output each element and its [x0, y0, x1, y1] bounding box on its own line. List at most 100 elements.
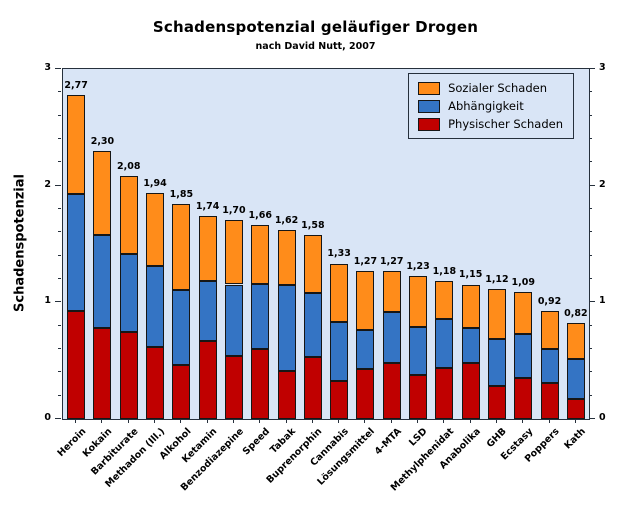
bar-segment: [330, 263, 349, 322]
bar-segment: [382, 271, 401, 313]
bar-segment: [435, 367, 454, 419]
bar-value-label: 1,58: [301, 220, 325, 232]
x-tick-label: Kath: [562, 426, 588, 452]
bar-segment: [540, 382, 559, 419]
legend-item: Abhängigkeit: [418, 99, 563, 113]
bar-segment: [566, 399, 585, 419]
bar-value-label: 1,27: [380, 256, 404, 268]
chart-subtitle: nach David Nutt, 2007: [255, 41, 376, 52]
y-tick-label: 1: [44, 295, 51, 307]
y-axis-tick-minor: [58, 394, 61, 396]
y-tick-label: 0: [599, 412, 606, 423]
bar-segment: [251, 348, 270, 419]
bar-value-label: 1,09: [511, 276, 535, 288]
bar-value-label: 0,92: [537, 296, 562, 308]
x-tick-label: Buprenorphin: [264, 426, 325, 486]
bar-segment: [487, 385, 506, 419]
bar-value-label: 1,94: [143, 178, 167, 190]
bar-value-label: 1,62: [274, 214, 299, 226]
bar-segment: [356, 270, 375, 330]
bar-segment: [461, 328, 480, 363]
bar-segment: [330, 321, 349, 381]
y-tick-label: 3: [599, 62, 606, 73]
bar-segment: [93, 328, 112, 419]
x-tick-label: LSD: [407, 426, 430, 449]
y-axis-tick-major: [55, 184, 61, 186]
sozialer-schaden-swatch: [418, 81, 441, 95]
bar-value-label: 1,74: [195, 200, 220, 212]
bar-segment: [172, 289, 191, 365]
y-axis-tick-major: [55, 68, 61, 69]
x-tick-label: Anabolika: [437, 426, 483, 472]
x-tick-label: Ketamin: [180, 426, 220, 466]
bar-segment: [330, 380, 349, 419]
legend: Sozialer Schaden Abhängigkeit Physischer S…: [408, 73, 574, 139]
bar-value-label: 1,85: [169, 188, 194, 200]
bar-segment: [409, 327, 428, 376]
bar-segment: [435, 281, 454, 320]
bar-segment: [67, 95, 86, 195]
legend-item: Physischer Schaden: [418, 117, 563, 131]
x-tick-label: 4-MTA: [372, 426, 404, 458]
bar-value-label: 1,15: [458, 269, 483, 281]
bar-segment: [277, 370, 296, 419]
x-tick-label: Ecstasy: [498, 426, 536, 463]
x-tick-label: Kokain: [80, 426, 115, 460]
y-axis-tick-major: [55, 418, 61, 419]
bar-value-label: 2,30: [90, 136, 115, 148]
x-tick-label: Heroin: [54, 426, 88, 459]
bar-value-label: 1,18: [432, 266, 457, 278]
bar-segment: [119, 332, 138, 419]
x-tick-label: Barbiturate: [89, 426, 141, 478]
bar-segment: [67, 194, 86, 311]
bar-value-label: 1,12: [485, 273, 509, 285]
bar-segment: [172, 364, 191, 419]
bar-segment: [303, 356, 322, 419]
y-tick-label: 0: [44, 412, 51, 423]
bar-segment: [382, 312, 401, 363]
chart-title: Schadenspotenzial geläufiger Drogen: [152, 18, 479, 36]
physischer-schaden-swatch: [418, 117, 441, 131]
bar-value-label: 1,23: [406, 260, 430, 272]
x-tick-label: Cannabis: [308, 426, 351, 469]
bar-segment: [487, 288, 506, 340]
bar-segment: [382, 363, 401, 419]
bar-segment: [119, 176, 138, 255]
legend-label: Abhängigkeit: [448, 99, 524, 113]
x-tick-label: Tabak: [268, 426, 299, 456]
bar-segment: [303, 293, 322, 357]
y-axis-tick-minor: [58, 208, 61, 209]
bar-segment: [93, 151, 112, 236]
x-tick-label: Speed: [240, 426, 273, 458]
bar-segment: [172, 203, 191, 290]
bar-segment: [224, 220, 243, 285]
x-tick-label: Methadon (Ill.): [102, 426, 167, 490]
y-tick-label: 3: [44, 62, 51, 73]
bar-segment: [487, 339, 506, 386]
bar-segment: [514, 334, 533, 379]
y-axis-tick-minor: [58, 324, 61, 326]
bar-segment: [409, 275, 428, 328]
bar-segment: [435, 319, 454, 368]
plot-area: 2,77 2,30 2,08 1,94 1,85 1,74 1,70 1,66 1,62 1,58…: [62, 68, 590, 420]
bar-segment: [146, 193, 165, 266]
bar-segment: [540, 311, 559, 349]
bar-segment: [356, 369, 375, 419]
x-tick-label: GHB: [484, 426, 509, 451]
bar-segment: [540, 349, 559, 383]
bar-value-label: 2,77: [64, 80, 88, 92]
bar-segment: [146, 265, 165, 347]
y-axis-tick-minor: [58, 254, 61, 256]
y-axis-tick-minor: [58, 371, 61, 373]
bar-value-label: 1,27: [353, 255, 378, 267]
bar-value-label: 0,82: [564, 308, 588, 320]
y-tick-label: 2: [599, 178, 606, 190]
bar-segment: [514, 291, 533, 335]
y-axis-tick-minor: [58, 114, 61, 116]
y-tick-label: 1: [599, 295, 606, 307]
x-tick-label: Lösungsmittel: [315, 426, 378, 488]
bar-segment: [303, 235, 322, 293]
bar-segment: [514, 378, 533, 419]
bar-segment: [566, 323, 585, 359]
